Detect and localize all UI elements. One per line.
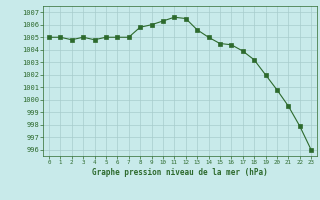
X-axis label: Graphe pression niveau de la mer (hPa): Graphe pression niveau de la mer (hPa) xyxy=(92,168,268,177)
